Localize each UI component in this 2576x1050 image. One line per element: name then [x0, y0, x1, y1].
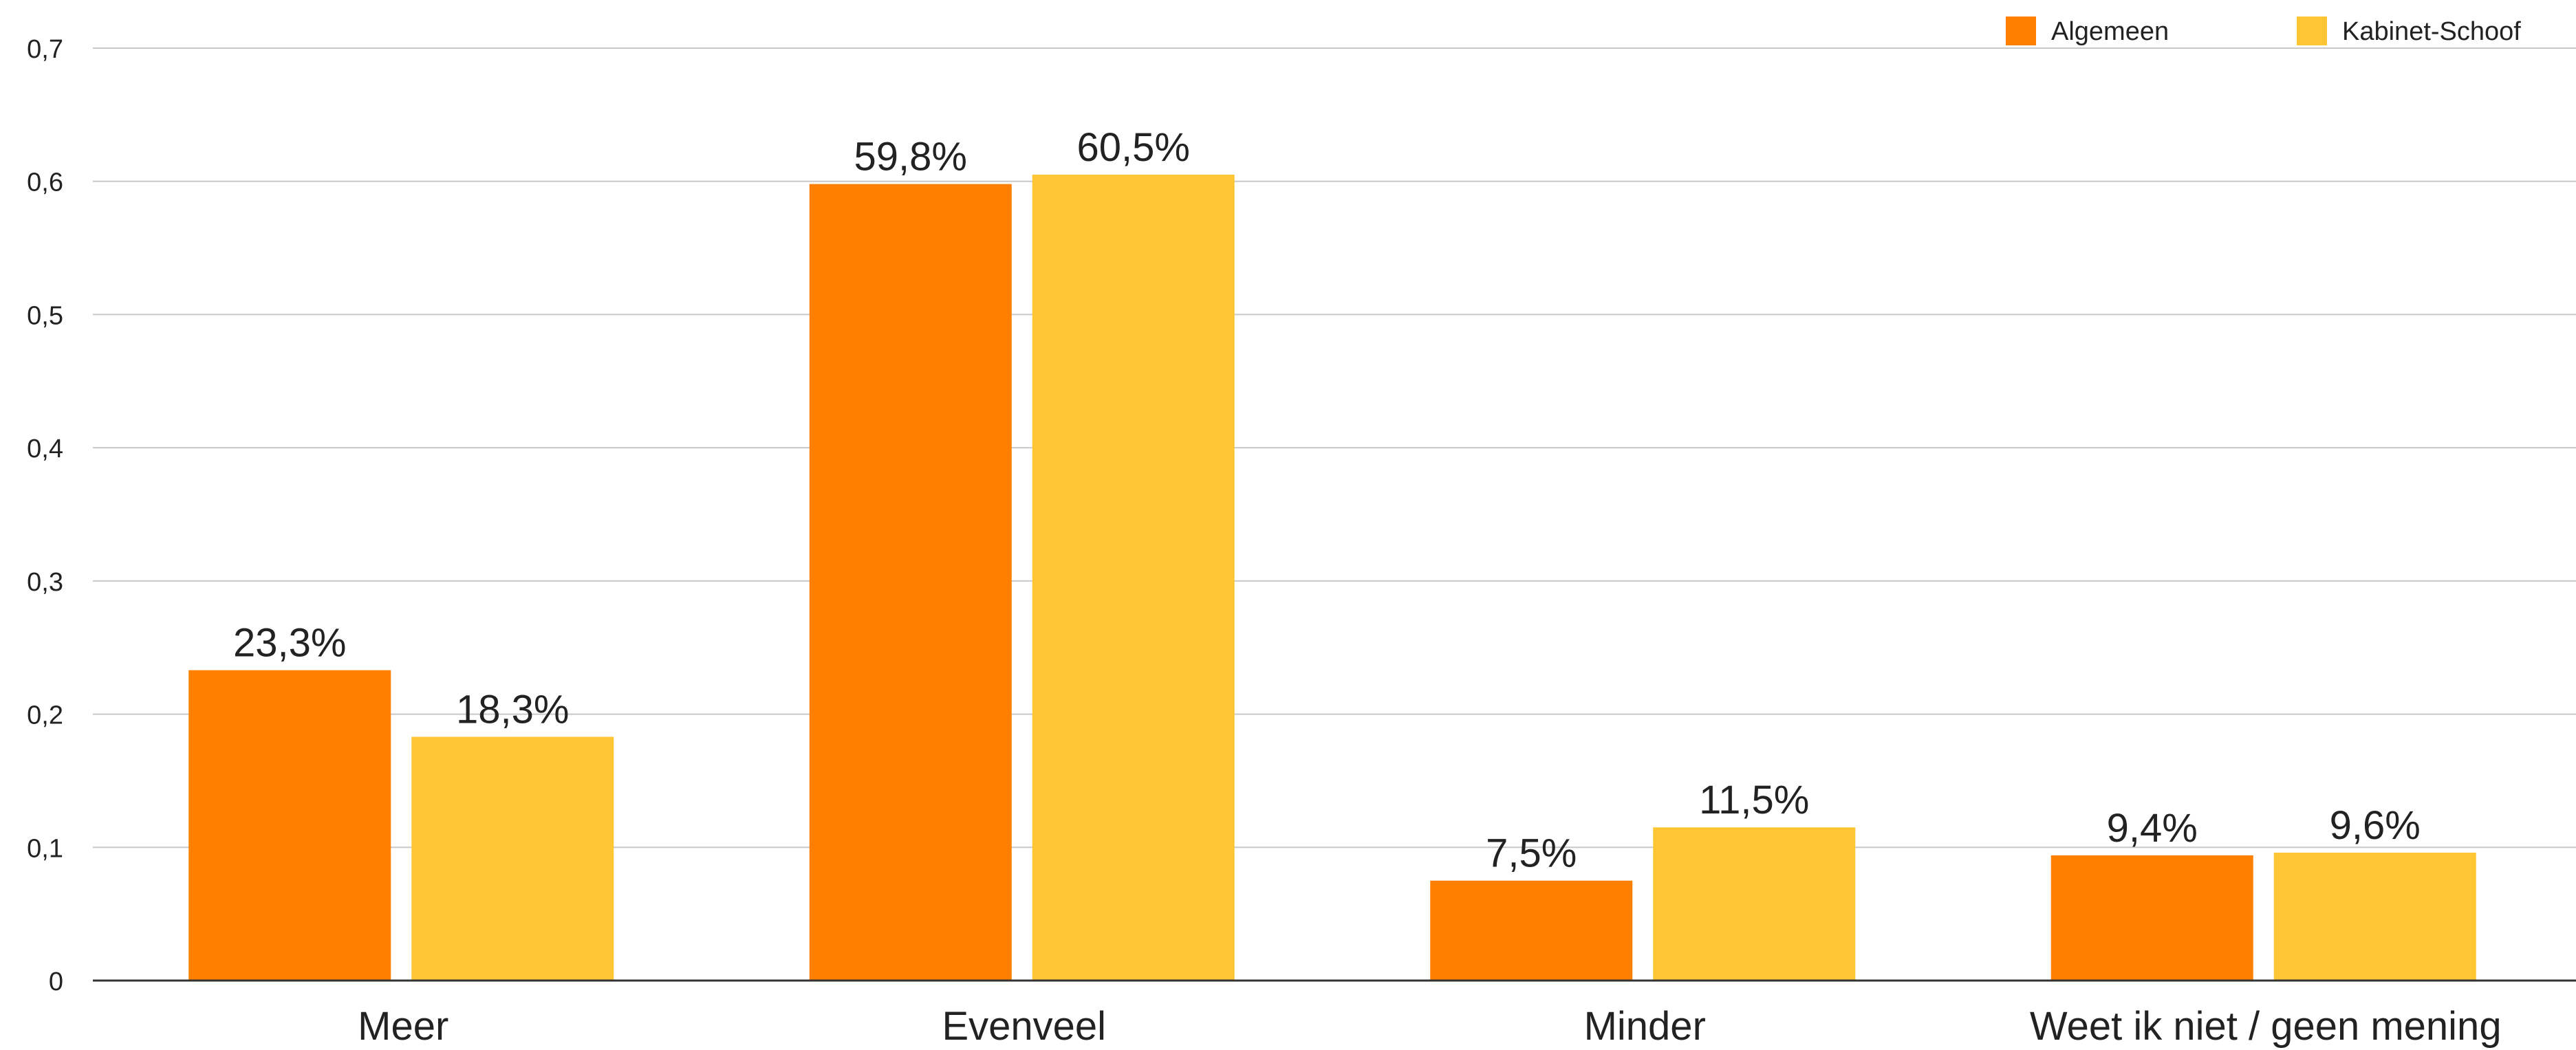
bar-algemeen: [809, 184, 1012, 981]
data-label: 23,3%: [233, 621, 346, 666]
bar-algemeen: [188, 670, 391, 981]
x-category-label: Meer: [358, 1004, 448, 1049]
x-category-label: Evenveel: [942, 1004, 1106, 1049]
gridlines: [93, 47, 2576, 849]
bar-algemeen: [2050, 855, 2253, 981]
bar-kabinet-schoof: [1032, 175, 1235, 981]
y-tick-label: 0,4: [27, 435, 63, 463]
bars: [188, 175, 2476, 981]
data-labels: 23,3% 18,3% 59,8% 60,5% 7,5% 11,5% 9,4% 9,6%: [233, 125, 2421, 876]
y-tick-label: 0,2: [27, 701, 63, 730]
y-tick-label: 0,1: [27, 834, 63, 863]
y-tick-label: 0,7: [27, 35, 63, 64]
legend-swatch: [2006, 17, 2036, 45]
data-label: 11,5%: [1699, 778, 1809, 822]
bar-algemeen: [1430, 880, 1633, 981]
bar-kabinet-schoof: [1653, 827, 1856, 981]
x-category-label: Minder: [1584, 1004, 1706, 1049]
bar-kabinet-schoof: [411, 736, 614, 981]
x-category-label: Weet ik niet / geen mening: [2030, 1004, 2502, 1049]
y-axis: 0 0,1 0,2 0,3 0,4 0,5 0,6 0,7: [27, 35, 63, 996]
legend-label: Kabinet-Schoof: [2342, 17, 2521, 46]
legend: Algemeen Kabinet-Schoof: [2006, 17, 2521, 46]
data-label: 18,3%: [456, 688, 569, 732]
data-label: 9,4%: [2107, 806, 2198, 851]
legend-swatch: [2297, 17, 2327, 45]
data-label: 59,8%: [854, 135, 967, 179]
data-label: 60,5%: [1077, 125, 1190, 170]
x-axis: Meer Evenveel Minder Weet ik niet / geen me…: [93, 979, 2576, 1049]
y-tick-label: 0,5: [27, 301, 63, 330]
y-tick-label: 0,3: [27, 568, 63, 597]
y-tick-label: 0,6: [27, 168, 63, 197]
legend-label: Algemeen: [2051, 17, 2169, 46]
data-label: 9,6%: [2330, 803, 2421, 848]
bar-kabinet-schoof: [2273, 853, 2476, 981]
y-tick-label: 0: [49, 967, 63, 996]
data-label: 7,5%: [1486, 831, 1577, 876]
